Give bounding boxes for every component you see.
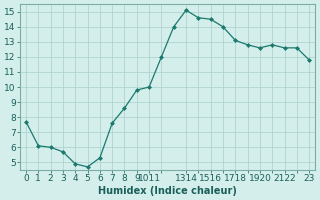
X-axis label: Humidex (Indice chaleur): Humidex (Indice chaleur) <box>98 186 237 196</box>
